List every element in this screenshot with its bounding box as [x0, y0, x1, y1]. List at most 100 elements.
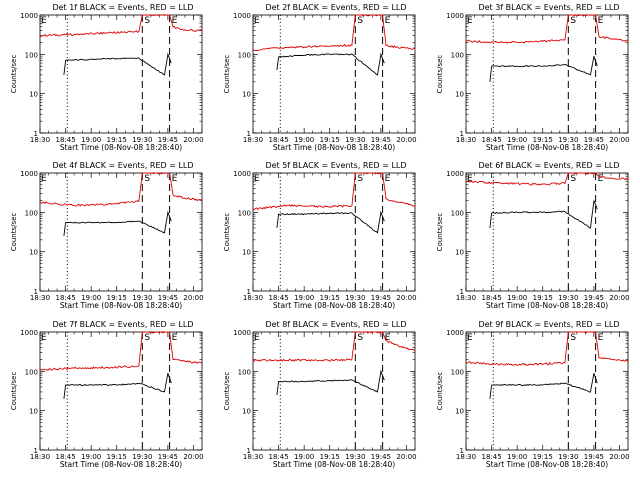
x-tick-label: 19:45 [371, 136, 391, 144]
y-tick-label: 100 [238, 51, 251, 59]
marker-label: S [144, 333, 150, 343]
x-tick-label: 20:00 [396, 294, 416, 302]
y-tick-label: 100 [238, 368, 251, 376]
x-axis-label: Start Time (08-Nov-08 18:28:40) [60, 460, 182, 469]
x-tick-label: 20:00 [396, 136, 416, 144]
y-tick-label: 1000 [20, 170, 38, 178]
y-tick-label: 1000 [233, 329, 251, 337]
x-tick-label: 19:45 [584, 136, 604, 144]
marker-label: E [598, 333, 604, 343]
y-tick-label: 1 [460, 130, 464, 138]
lld-series-line [252, 331, 416, 362]
y-tick-label: 1000 [233, 170, 251, 178]
panel-6: Det 6f BLACK = Events, RED = LLD 1 10 100 10… [436, 161, 630, 310]
x-tick-label: 20:00 [183, 453, 203, 461]
panel-8: Det 8f BLACK = Events, RED = LLD 1 10 100 10… [223, 320, 417, 469]
marker-label: E [467, 333, 473, 343]
marker-label: S [144, 16, 150, 26]
events-series-line [276, 52, 385, 76]
marker-label: S [144, 174, 150, 184]
plot-frame [465, 14, 629, 134]
marker-label: E [172, 333, 178, 343]
x-tick-label: 19:30 [132, 294, 152, 302]
x-tick-label: 19:30 [558, 294, 578, 302]
x-tick-label: 19:15 [533, 453, 553, 461]
x-tick-label: 19:00 [507, 294, 527, 302]
marker-label: E [172, 174, 178, 184]
marker-label: E [467, 174, 473, 184]
marker-label: E [467, 16, 473, 26]
y-tick-label: 100 [25, 368, 38, 376]
y-tick-label: 10 [242, 408, 251, 416]
x-tick-label: 18:45 [268, 136, 288, 144]
y-axis-label: Counts/sec [223, 372, 231, 411]
x-tick-label: 18:30 [243, 453, 263, 461]
x-tick-label: 19:45 [158, 453, 178, 461]
plot-frame [465, 331, 629, 451]
x-tick-label: 19:15 [533, 294, 553, 302]
y-axis-label: Counts/sec [10, 55, 18, 94]
x-tick-label: 19:00 [507, 136, 527, 144]
events-series-line [63, 210, 172, 237]
panel-title: Det 1f BLACK = Events, RED = LLD [52, 3, 193, 12]
x-tick-label: 19:30 [345, 136, 365, 144]
plot-frame [252, 331, 416, 451]
y-tick-label: 10 [242, 91, 251, 99]
lld-series-line [39, 331, 203, 371]
y-axis-label: Counts/sec [436, 55, 444, 94]
x-tick-label: 19:00 [81, 136, 101, 144]
lld-series-line [252, 172, 416, 211]
lld-series-line [465, 172, 629, 186]
y-tick-label: 100 [238, 209, 251, 217]
y-axis-label: Counts/sec [10, 372, 18, 411]
y-tick-label: 10 [455, 408, 464, 416]
x-tick-label: 20:00 [183, 136, 203, 144]
x-tick-label: 18:30 [30, 453, 50, 461]
x-tick-label: 18:30 [456, 453, 476, 461]
marker-label: E [254, 333, 260, 343]
x-axis-label: Start Time (08-Nov-08 18:28:40) [60, 143, 182, 152]
y-tick-label: 1000 [446, 329, 464, 337]
marker-label: E [172, 16, 178, 26]
x-tick-label: 19:30 [132, 136, 152, 144]
marker-label: S [570, 16, 576, 26]
panel-3: Det 3f BLACK = Events, RED = LLD 1 10 100 10… [436, 3, 630, 152]
events-series-line [489, 200, 598, 229]
lld-series-line [252, 14, 416, 52]
x-tick-label: 19:45 [371, 453, 391, 461]
x-tick-label: 18:30 [30, 136, 50, 144]
x-axis-label: Start Time (08-Nov-08 18:28:40) [486, 143, 608, 152]
plot-frame [465, 172, 629, 292]
y-tick-label: 10 [455, 249, 464, 257]
marker-label: E [254, 174, 260, 184]
x-tick-label: 19:30 [558, 136, 578, 144]
x-tick-label: 19:45 [158, 294, 178, 302]
y-tick-label: 10 [242, 249, 251, 257]
panel-title: Det 8f BLACK = Events, RED = LLD [265, 320, 406, 329]
panel-9: Det 9f BLACK = Events, RED = LLD 1 10 100 10… [436, 320, 630, 469]
x-axis-label: Start Time (08-Nov-08 18:28:40) [273, 143, 395, 152]
x-tick-label: 20:00 [609, 453, 629, 461]
x-tick-label: 18:30 [30, 294, 50, 302]
panel-title: Det 9f BLACK = Events, RED = LLD [478, 320, 619, 329]
x-axis-label: Start Time (08-Nov-08 18:28:40) [486, 460, 608, 469]
marker-label: E [598, 174, 604, 184]
y-tick-label: 1000 [446, 170, 464, 178]
y-tick-label: 1000 [446, 12, 464, 20]
x-tick-label: 20:00 [609, 294, 629, 302]
plot-frame [252, 14, 416, 134]
x-tick-label: 19:00 [507, 453, 527, 461]
marker-label: S [357, 174, 363, 184]
y-tick-label: 10 [455, 91, 464, 99]
x-tick-label: 18:30 [456, 294, 476, 302]
x-tick-label: 19:15 [320, 453, 340, 461]
x-tick-label: 19:30 [132, 453, 152, 461]
x-axis-label: Start Time (08-Nov-08 18:28:40) [273, 301, 395, 310]
x-tick-label: 19:30 [345, 453, 365, 461]
y-tick-label: 1 [247, 447, 251, 455]
x-tick-label: 19:15 [107, 453, 127, 461]
y-tick-label: 100 [451, 51, 464, 59]
marker-label: E [385, 333, 391, 343]
y-tick-label: 10 [29, 408, 38, 416]
marker-label: S [357, 333, 363, 343]
